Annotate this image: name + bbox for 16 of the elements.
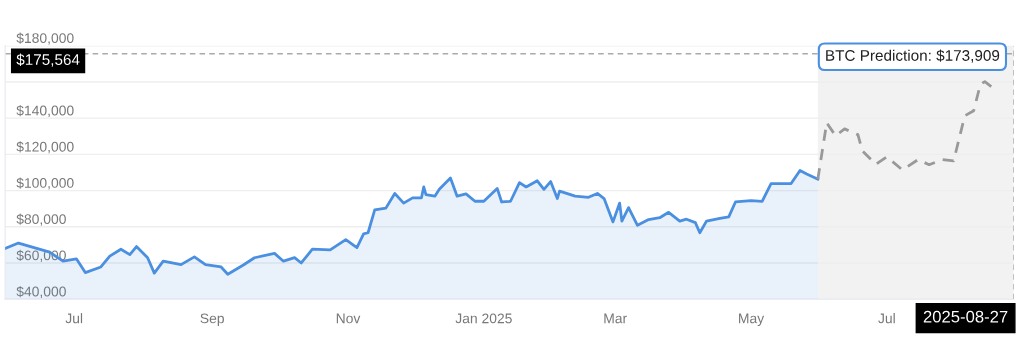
x-tick-label: Sep: [200, 313, 224, 327]
y-tick-label: $80,000: [16, 213, 66, 226]
x-tick-label: Jul: [878, 313, 895, 324]
y-tick-label: $100,000: [16, 177, 74, 190]
y-tick-label: $180,000: [16, 32, 74, 45]
ref-line-label: $175,564: [16, 53, 80, 67]
x-tick-label: Jan 2025: [455, 313, 512, 324]
x-tick-label: Jul: [65, 313, 83, 324]
y-tick-label: $140,000: [16, 105, 74, 118]
x-tick-label: Nov: [336, 313, 361, 324]
annotation: BTC Prediction: $173,909: [826, 49, 1000, 63]
x-tick-label: Mar: [604, 313, 627, 324]
ref-line-label: 2025-08-27: [923, 310, 1008, 323]
y-tick-label: $40,000: [16, 286, 66, 299]
x-tick-label: May: [739, 313, 765, 327]
y-tick-label: $120,000: [16, 141, 74, 154]
